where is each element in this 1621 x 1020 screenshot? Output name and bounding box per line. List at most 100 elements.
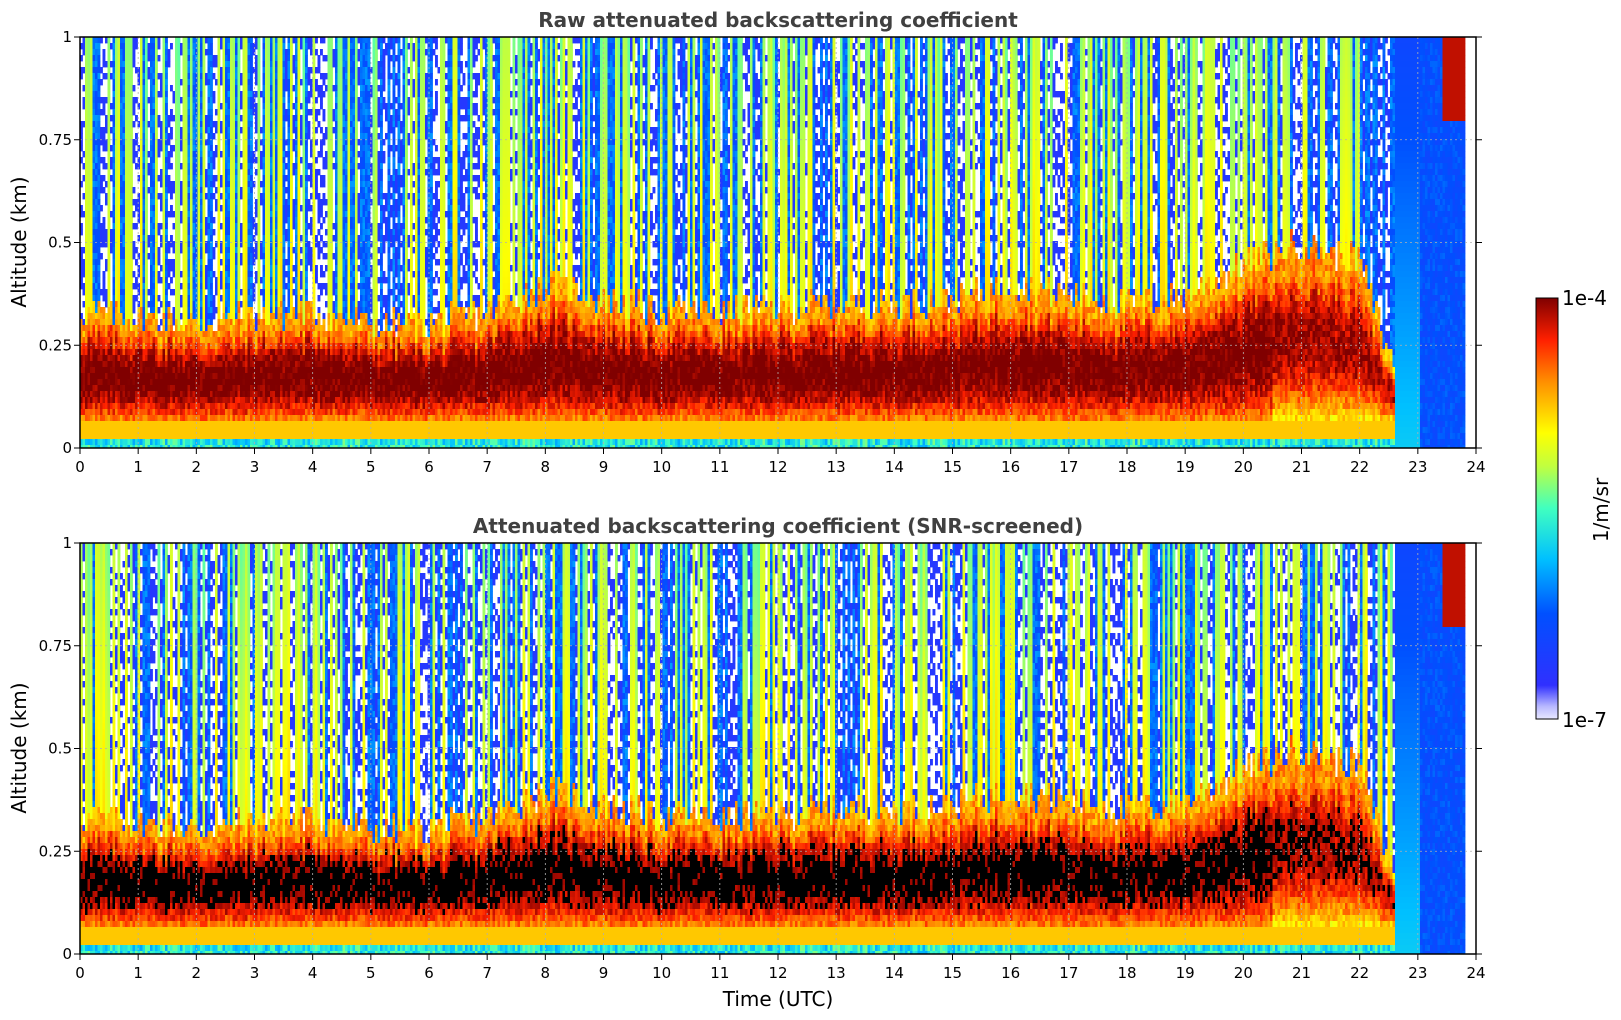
heatmap-cell [245,289,248,295]
heatmap-cell [98,127,101,133]
heatmap-cell [130,343,133,349]
heatmap-cell [130,61,133,67]
heatmap-cell [90,439,93,445]
heatmap-cell [268,121,271,127]
heatmap-cell [103,307,106,313]
heatmap-cell [93,127,96,133]
heatmap-cell [190,97,193,103]
heatmap-cell [243,169,246,175]
heatmap-cell [268,289,271,295]
heatmap-cell [208,55,211,61]
heatmap-cell [125,391,128,397]
heatmap-cell [273,127,276,133]
heatmap-cell [118,259,121,265]
heatmap-cell [163,193,166,199]
heatmap-cell [235,91,238,97]
heatmap-cell [98,247,101,253]
heatmap-cell [95,175,98,181]
heatmap-cell [85,307,88,313]
heatmap-cell [185,301,188,307]
heatmap-cell [263,337,266,343]
heatmap-cell [203,169,206,175]
heatmap-cell [113,73,116,79]
heatmap-cell [85,85,88,91]
heatmap-cell [88,193,91,199]
heatmap-cell [83,259,86,265]
heatmap-cell [148,397,151,403]
heatmap-cell [253,289,256,295]
heatmap-cell [165,409,168,415]
heatmap-cell [150,115,153,121]
heatmap-cell [130,379,133,385]
heatmap-cell [115,295,118,301]
heatmap-cell [125,133,128,139]
heatmap-cell [118,301,121,307]
heatmap-cell [210,427,213,433]
heatmap-cell [150,283,153,289]
heatmap-cell [163,307,166,313]
heatmap-cell [145,313,148,319]
heatmap-cell [250,403,253,409]
heatmap-cell [93,121,96,127]
heatmap-cell [115,385,118,391]
heatmap-cell [245,217,248,223]
heatmap-cell [185,367,188,373]
heatmap-cell [198,427,201,433]
heatmap-cell [93,43,96,49]
heatmap-cell [110,427,113,433]
heatmap-cell [235,379,238,385]
heatmap-cell [230,223,233,229]
heatmap-cell [165,157,168,163]
heatmap-cell [118,289,121,295]
heatmap-cell [170,355,173,361]
heatmap-cell [145,223,148,229]
heatmap-cell [228,139,231,145]
heatmap-cell [263,253,266,259]
heatmap-cell [108,127,111,133]
heatmap-cell [233,337,236,343]
heatmap-cell [200,295,203,301]
heatmap-cell [173,343,176,349]
heatmap-cell [245,79,248,85]
heatmap-cell [265,223,268,229]
heatmap-cell [240,397,243,403]
heatmap-cell [185,397,188,403]
heatmap-cell [243,187,246,193]
heatmap-cell [238,79,241,85]
heatmap-cell [175,439,178,445]
heatmap-cell [123,223,126,229]
heatmap-cell [123,271,126,277]
heatmap-cell [158,427,161,433]
heatmap-cell [270,313,273,319]
heatmap-cell [270,67,273,73]
heatmap-cell [113,199,116,205]
heatmap-cell [213,271,216,277]
heatmap-cell [238,97,241,103]
heatmap-cell [110,163,113,169]
heatmap-cell [223,61,226,67]
heatmap-cell [213,301,216,307]
heatmap-cell [148,319,151,325]
heatmap-cell [188,331,191,337]
heatmap-cell [223,343,226,349]
heatmap-cell [235,259,238,265]
heatmap-cell [200,97,203,103]
heatmap-cell [268,127,271,133]
heatmap-cell [140,355,143,361]
heatmap-cell [133,349,136,355]
heatmap-cell [128,433,131,439]
heatmap-cell [220,439,223,445]
heatmap-cell [238,49,241,55]
heatmap-cell [263,91,266,97]
heatmap-cell [150,361,153,367]
heatmap-cell [253,337,256,343]
heatmap-cell [238,163,241,169]
heatmap-cell [118,193,121,199]
heatmap-cell [210,187,213,193]
heatmap-cell [155,169,158,175]
heatmap-cell [188,85,191,91]
heatmap-cell [233,157,236,163]
heatmap-cell [208,181,211,187]
heatmap-cell [270,253,273,259]
heatmap-cell [215,373,218,379]
